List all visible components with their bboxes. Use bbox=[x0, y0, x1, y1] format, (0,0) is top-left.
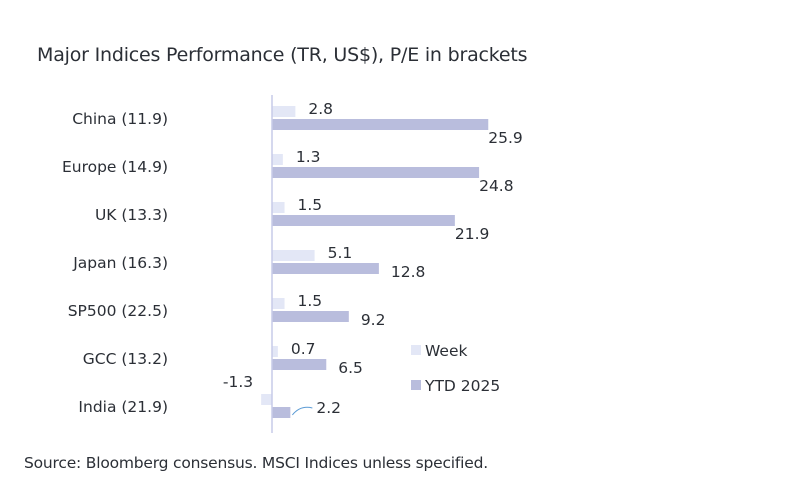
data-label-week-gcc-13-2: 0.7 bbox=[291, 340, 316, 358]
data-label-week-sp500-22-5: 1.5 bbox=[298, 292, 323, 310]
data-labels-group: 2.8 25.9 1.3 24.8 1.5 21.9 5.1 12.8 1.5 9.2 0.7 6.5… bbox=[223, 100, 523, 417]
category-label-europe-14-9: Europe (14.9) bbox=[62, 158, 168, 176]
bar-ytd-uk-13-3 bbox=[272, 215, 455, 226]
data-label-week-europe-14-9: 1.3 bbox=[296, 148, 321, 166]
bar-week-uk-13-3 bbox=[272, 202, 285, 213]
data-label-ytd-europe-14-9: 24.8 bbox=[479, 177, 514, 195]
data-label-ytd-sp500-22-5: 9.2 bbox=[361, 311, 386, 329]
bar-week-europe-14-9 bbox=[272, 154, 283, 165]
data-label-week-japan-16-3: 5.1 bbox=[328, 244, 353, 262]
bar-ytd-india-21-9 bbox=[272, 407, 291, 418]
legend: Week YTD 2025 bbox=[411, 342, 500, 395]
bars-group bbox=[261, 106, 489, 418]
data-label-ytd-gcc-13-2: 6.5 bbox=[338, 359, 363, 377]
category-label-sp500-22-5: SP500 (22.5) bbox=[68, 302, 168, 320]
category-label-gcc-13-2: GCC (13.2) bbox=[83, 350, 168, 368]
data-label-week-uk-13-3: 1.5 bbox=[298, 196, 323, 214]
bar-week-india-21-9 bbox=[261, 394, 272, 405]
chart-title: Major Indices Performance (TR, US$), P/E… bbox=[37, 44, 528, 66]
data-label-week-china-11-9: 2.8 bbox=[308, 100, 333, 118]
bar-ytd-europe-14-9 bbox=[272, 167, 480, 178]
category-label-china-11-9: China (11.9) bbox=[72, 110, 168, 128]
legend-label-week: Week bbox=[425, 342, 467, 360]
data-label-week-india-21-9: -1.3 bbox=[223, 373, 253, 391]
leader-line-ytd-india-21-9 bbox=[291, 406, 313, 416]
category-labels-group: China (11.9) Europe (14.9) UK (13.3) Japan … bbox=[62, 110, 168, 416]
legend-swatch-ytd-2025 bbox=[411, 380, 421, 390]
bar-week-sp500-22-5 bbox=[272, 298, 285, 309]
legend-label-ytd-2025: YTD 2025 bbox=[424, 377, 500, 395]
bar-week-china-11-9 bbox=[272, 106, 296, 117]
bar-ytd-gcc-13-2 bbox=[272, 359, 327, 370]
data-label-ytd-india-21-9: 2.2 bbox=[316, 399, 341, 417]
data-label-ytd-china-11-9: 25.9 bbox=[488, 129, 523, 147]
data-label-ytd-japan-16-3: 12.8 bbox=[391, 263, 426, 281]
bar-ytd-japan-16-3 bbox=[272, 263, 379, 274]
bar-week-gcc-13-2 bbox=[272, 346, 278, 357]
bar-ytd-china-11-9 bbox=[272, 119, 489, 130]
category-label-uk-13-3: UK (13.3) bbox=[95, 206, 168, 224]
legend-swatch-week bbox=[411, 345, 421, 355]
bar-week-japan-16-3 bbox=[272, 250, 315, 261]
bar-ytd-sp500-22-5 bbox=[272, 311, 349, 322]
source-note: Source: Bloomberg consensus. MSCI Indice… bbox=[24, 454, 488, 472]
category-label-india-21-9: India (21.9) bbox=[78, 398, 168, 416]
category-label-japan-16-3: Japan (16.3) bbox=[72, 254, 168, 272]
data-label-ytd-uk-13-3: 21.9 bbox=[455, 225, 490, 243]
